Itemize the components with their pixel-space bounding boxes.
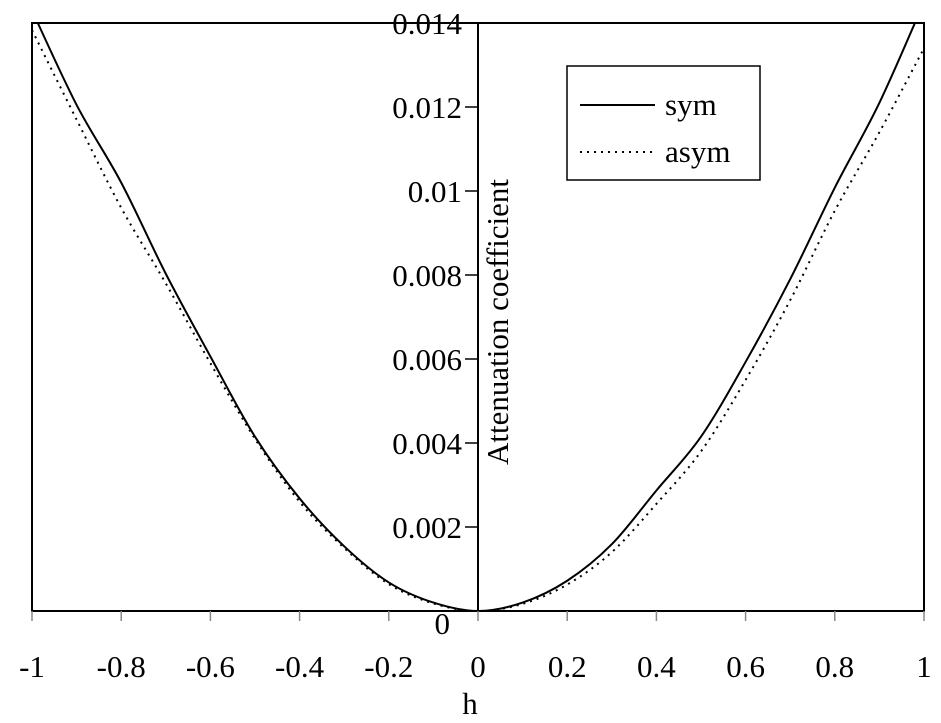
x-tick-label: 0.8 xyxy=(815,649,854,684)
series-group xyxy=(32,23,924,611)
legend-label-asym: asym xyxy=(665,134,730,169)
y-tick-label: 0 xyxy=(435,606,451,641)
x-tick-label: -0.6 xyxy=(186,649,235,684)
y-tick-label: 0.01 xyxy=(408,174,462,209)
x-tick-label: 0.2 xyxy=(548,649,587,684)
legend-label-sym: sym xyxy=(665,87,717,122)
x-tick-label: 1 xyxy=(916,649,932,684)
y-tick-label: 0.012 xyxy=(392,90,462,125)
x-tick-label: 0 xyxy=(470,649,486,684)
y-tick-label: 0.004 xyxy=(392,426,462,461)
x-tick-label: -1 xyxy=(19,649,45,684)
x-tick-label: -0.4 xyxy=(275,649,325,684)
y-tick-label: 0.006 xyxy=(392,342,462,377)
y-axis-label: Attenuation coefficient xyxy=(480,179,515,465)
x-axis-label: h xyxy=(462,686,478,721)
x-tick-label: -0.8 xyxy=(97,649,146,684)
y-tick-label: 0.014 xyxy=(392,6,462,41)
legend: sym asym xyxy=(566,65,761,181)
series-line-sym xyxy=(36,23,916,611)
y-axis-ticks: 0 0.002 0.004 0.006 0.008 0.01 0.012 0.014 xyxy=(392,6,478,641)
series-line-asym xyxy=(32,29,924,611)
x-tick-label: 0.4 xyxy=(637,649,676,684)
x-tick-label: 0.6 xyxy=(726,649,765,684)
legend-box xyxy=(566,65,761,181)
x-tick-label: -0.2 xyxy=(364,649,413,684)
x-axis-ticks: -1 -0.8 -0.6 -0.4 -0.2 0 0.2 0.4 0.6 0.8 1 xyxy=(19,611,932,684)
y-tick-label: 0.008 xyxy=(392,258,462,293)
y-tick-label: 0.002 xyxy=(392,510,462,545)
